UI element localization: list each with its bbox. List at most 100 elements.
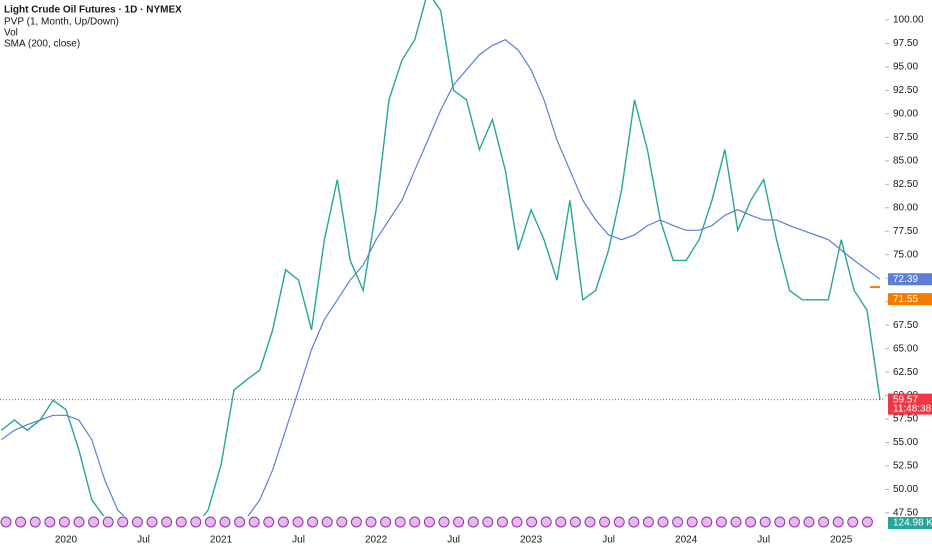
event-icon bbox=[569, 516, 581, 528]
series-line bbox=[1, 39, 881, 516]
y-tick-label: 87.50 bbox=[893, 132, 918, 143]
event-icon bbox=[642, 516, 654, 528]
event-icon bbox=[482, 516, 494, 528]
x-tick-label: 2023 bbox=[520, 535, 543, 546]
x-tick-label: 2024 bbox=[675, 535, 698, 546]
y-tick-label: 97.50 bbox=[893, 38, 918, 49]
poc-price-tag-bg bbox=[888, 293, 932, 306]
event-icon bbox=[73, 516, 85, 528]
poc-price-tag: 71.55 bbox=[893, 294, 918, 305]
y-tick-label: 95.00 bbox=[893, 62, 918, 73]
event-icon bbox=[701, 516, 713, 528]
event-icon bbox=[861, 516, 873, 528]
volume-tag: 124.98 K bbox=[893, 518, 932, 529]
y-tick-label: 77.50 bbox=[893, 226, 918, 237]
last-price-tag: 59.57 bbox=[893, 394, 918, 405]
event-icon bbox=[847, 516, 859, 528]
event-icon bbox=[15, 516, 27, 528]
event-icon bbox=[277, 516, 289, 528]
legend-entry: SMA (200, close) bbox=[4, 39, 80, 50]
event-icon bbox=[628, 516, 640, 528]
y-tick-label: 100.00 bbox=[893, 15, 924, 26]
y-tick-label: 62.50 bbox=[893, 367, 918, 378]
y-tick-label: 55.00 bbox=[893, 437, 918, 448]
y-tick-label: 85.00 bbox=[893, 155, 918, 166]
event-icon bbox=[0, 516, 12, 528]
x-tick-label: 2021 bbox=[210, 535, 233, 546]
event-icon bbox=[102, 516, 114, 528]
event-icon bbox=[58, 516, 70, 528]
indicator-label: Vol bbox=[4, 28, 18, 39]
event-icon bbox=[29, 516, 41, 528]
event-icon bbox=[409, 516, 421, 528]
y-tick-label: 80.00 bbox=[893, 202, 918, 213]
chart-title: Light Crude Oil Futures · 1D · NYMEX bbox=[4, 5, 182, 16]
event-icon bbox=[832, 516, 844, 528]
sma-price-tag: 72.39 bbox=[893, 274, 918, 285]
event-icon bbox=[234, 516, 246, 528]
event-icon bbox=[204, 516, 216, 528]
event-icon bbox=[350, 516, 362, 528]
x-tick-label: Jul bbox=[447, 535, 460, 546]
event-icon bbox=[248, 516, 260, 528]
x-tick-label: 2022 bbox=[365, 535, 388, 546]
event-icon bbox=[555, 516, 567, 528]
event-icon bbox=[496, 516, 508, 528]
event-icon bbox=[584, 516, 596, 528]
y-tick-label: 75.00 bbox=[893, 249, 918, 260]
event-icon bbox=[292, 516, 304, 528]
event-icon bbox=[365, 516, 377, 528]
event-icon bbox=[88, 516, 100, 528]
event-icon bbox=[44, 516, 56, 528]
x-tick-label: Jul bbox=[602, 535, 615, 546]
event-icon bbox=[175, 516, 187, 528]
event-icon bbox=[613, 516, 625, 528]
y-tick-label: 82.50 bbox=[893, 179, 918, 190]
countdown-tag: 11:48:38 bbox=[893, 403, 932, 414]
sma-price-tag-bg bbox=[888, 273, 932, 286]
x-tick-label: Jul bbox=[292, 535, 305, 546]
event-icon bbox=[321, 516, 333, 528]
event-icon bbox=[453, 516, 465, 528]
event-icon bbox=[599, 516, 611, 528]
event-icon bbox=[818, 516, 830, 528]
y-tick-label: 90.00 bbox=[893, 109, 918, 120]
event-icon bbox=[336, 516, 348, 528]
indicator-label: PVP (1, Month, Up/Down) bbox=[4, 17, 119, 28]
event-icon bbox=[511, 516, 523, 528]
event-icon bbox=[788, 516, 800, 528]
event-icon bbox=[657, 516, 669, 528]
event-icon bbox=[380, 516, 392, 528]
event-icon bbox=[131, 516, 143, 528]
countdown-tag-bg bbox=[888, 402, 932, 415]
y-tick-label: 92.50 bbox=[893, 85, 918, 96]
event-icon bbox=[438, 516, 450, 528]
event-icon bbox=[774, 516, 786, 528]
event-icon bbox=[730, 516, 742, 528]
event-icon bbox=[745, 516, 757, 528]
event-icon bbox=[423, 516, 435, 528]
y-tick-label: 52.50 bbox=[893, 461, 918, 472]
y-tick-label: 50.00 bbox=[893, 484, 918, 495]
plot-area bbox=[0, 0, 885, 516]
event-icon bbox=[759, 516, 771, 528]
y-tick-label: 47.50 bbox=[893, 508, 918, 519]
volume-tag-bg bbox=[888, 517, 932, 529]
x-tick-label: Jul bbox=[757, 535, 770, 546]
y-tick-label: 57.50 bbox=[893, 414, 918, 425]
y-tick-label: 65.00 bbox=[893, 343, 918, 354]
event-icon bbox=[394, 516, 406, 528]
y-tick-label: 67.50 bbox=[893, 320, 918, 331]
event-icon bbox=[540, 516, 552, 528]
series-line bbox=[0, 0, 881, 516]
event-icon bbox=[219, 516, 231, 528]
event-icon bbox=[161, 516, 173, 528]
event-icon bbox=[263, 516, 275, 528]
event-icon bbox=[190, 516, 202, 528]
x-tick-label: Jul bbox=[137, 535, 150, 546]
event-icon bbox=[467, 516, 479, 528]
event-icon bbox=[146, 516, 158, 528]
event-icon bbox=[672, 516, 684, 528]
